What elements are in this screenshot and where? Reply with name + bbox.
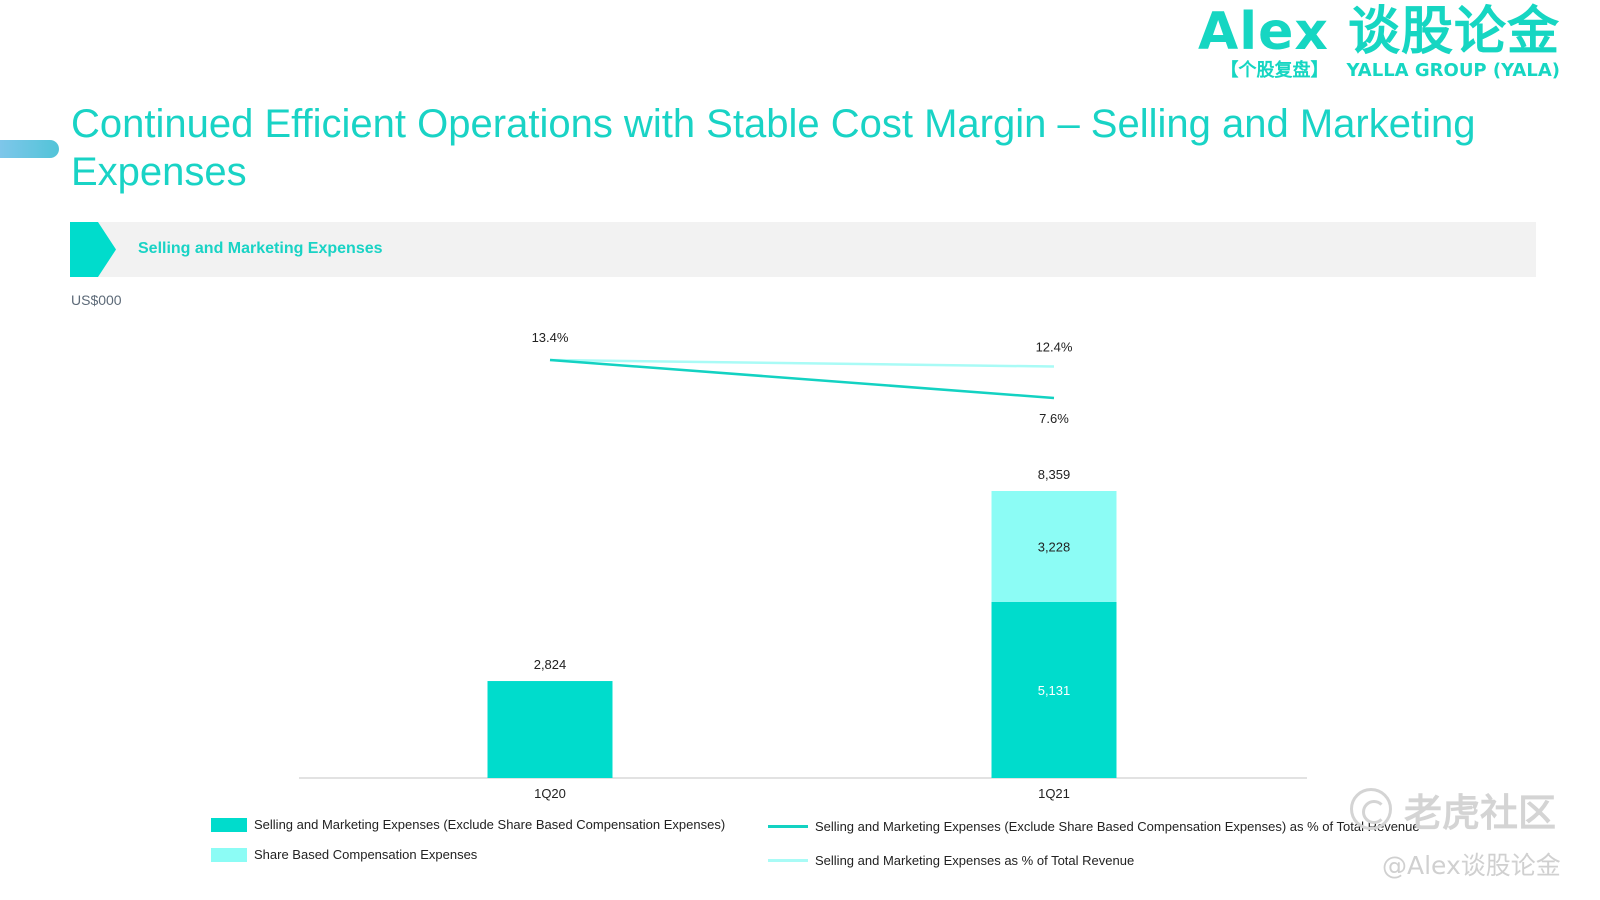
- legend-label-line-total: Selling and Marketing Expenses as % of T…: [815, 853, 1135, 868]
- legend-label-line-excl: Selling and Marketing Expenses (Exclude …: [815, 819, 1420, 834]
- legend-label-excl-sbc: Selling and Marketing Expenses (Exclude …: [254, 817, 726, 832]
- line-point-label: 13.4%: [532, 330, 569, 345]
- bar-segment-label: 3,228: [1038, 539, 1071, 554]
- legend-swatch-line-excl: [768, 825, 808, 828]
- bar-total-label: 8,359: [1038, 467, 1071, 482]
- bar-segment-label: 5,131: [1038, 683, 1071, 698]
- brand-sub-right: YALLA GROUP (YALA): [1346, 60, 1561, 81]
- legend-swatch-sbc: [211, 847, 247, 862]
- legend-item-excl-sbc: Selling and Marketing Expenses (Exclude …: [211, 817, 725, 832]
- line-point-label: 7.6%: [1039, 411, 1069, 426]
- bar-1q21-series-0: [991, 601, 1117, 778]
- watermark-community: 老虎社区: [1350, 786, 1576, 835]
- legend-item-sbc: Share Based Compensation Expenses: [211, 847, 477, 862]
- legend-item-line-excl: Selling and Marketing Expenses (Exclude …: [768, 819, 1420, 834]
- unit-label: US$000: [71, 292, 122, 308]
- chevron-arrow-icon: [70, 222, 116, 277]
- line-series-0: [549, 358, 1055, 400]
- legend-label-sbc: Share Based Compensation Expenses: [254, 847, 478, 862]
- watermark-community-text: 老虎社区: [1404, 790, 1557, 835]
- section-header: Selling and Marketing Expenses: [70, 222, 1536, 277]
- brand-main-text: Alex 谈股论金: [1198, 2, 1560, 62]
- watermark-handle: @Alex谈股论金: [1382, 851, 1561, 880]
- x-tick-label: 1Q20: [534, 786, 566, 801]
- brand-sub-text: 【个股复盘】 YALLA GROUP (YALA): [1198, 60, 1561, 82]
- legend-item-line-total: Selling and Marketing Expenses as % of T…: [768, 853, 1134, 868]
- tiger-logo-icon: [1350, 788, 1392, 830]
- bar-total-label: 2,824: [534, 657, 567, 672]
- line-point-label: 12.4%: [1036, 340, 1073, 355]
- line-series-1: [549, 358, 1055, 368]
- side-accent-bar: [0, 140, 59, 158]
- page-title: Continued Efficient Operations with Stab…: [71, 102, 1476, 194]
- section-title: Selling and Marketing Expenses: [138, 240, 383, 257]
- legend-swatch-line-total: [768, 859, 808, 862]
- brand-sub-left: 【个股复盘】: [1220, 60, 1329, 81]
- legend-swatch-excl-sbc: [211, 817, 247, 832]
- bar-1q20-series-0: [487, 681, 613, 778]
- brand-logo: Alex 谈股论金 【个股复盘】 YALLA GROUP (YALA): [1198, 2, 1560, 82]
- x-tick-label: 1Q21: [1038, 786, 1070, 801]
- bar-1q21-series-1: [991, 491, 1117, 602]
